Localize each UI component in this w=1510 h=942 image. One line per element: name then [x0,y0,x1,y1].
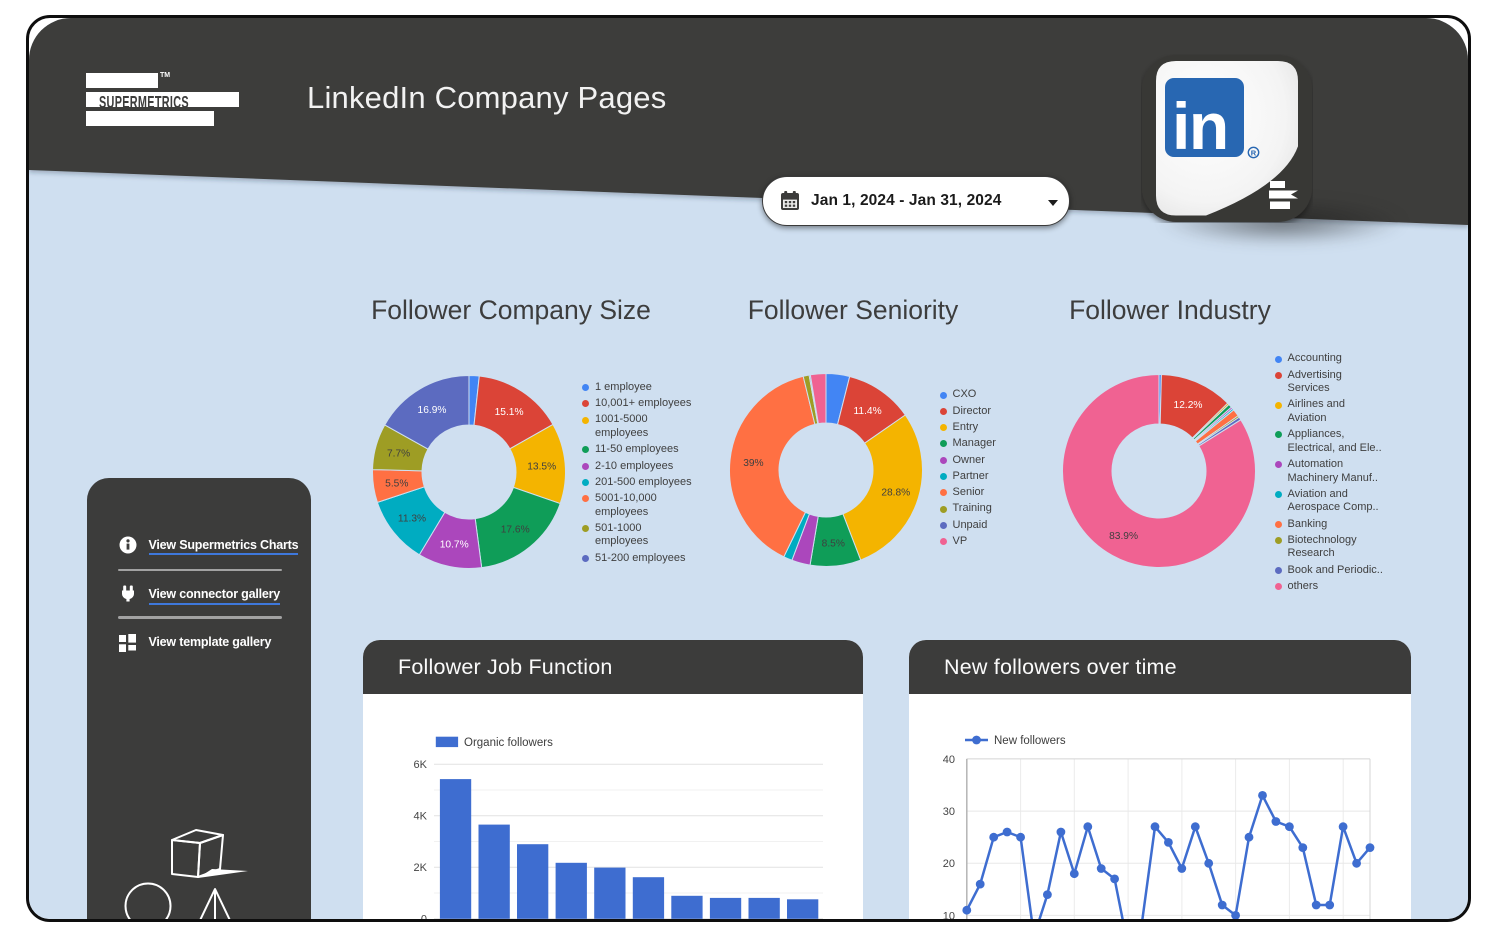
svg-text:40: 40 [943,754,955,766]
svg-text:16.9%: 16.9% [418,405,447,416]
svg-text:2K: 2K [414,862,428,874]
svg-text:17.6%: 17.6% [501,525,530,536]
svg-text:39%: 39% [743,458,763,469]
svg-text:15.1%: 15.1% [495,407,524,418]
svg-text:10.7%: 10.7% [440,540,469,551]
svg-text:13.5%: 13.5% [527,461,556,472]
svg-text:4K: 4K [414,811,428,823]
svg-text:0: 0 [421,914,427,919]
svg-text:83.9%: 83.9% [1109,531,1138,542]
svg-text:8.5%: 8.5% [822,539,845,550]
svg-text:7.7%: 7.7% [387,449,410,460]
svg-text:20: 20 [943,858,955,870]
svg-text:5.5%: 5.5% [385,479,408,490]
svg-text:New followers: New followers [994,735,1066,747]
svg-text:6K: 6K [414,759,428,771]
svg-text:11.3%: 11.3% [398,514,426,525]
svg-text:in: in [1172,89,1228,163]
svg-text:28.8%: 28.8% [881,488,910,499]
svg-text:30: 30 [943,806,955,818]
svg-text:10: 10 [943,910,955,919]
svg-text:Organic followers: Organic followers [464,737,553,749]
svg-text:12.2%: 12.2% [1173,400,1202,411]
svg-text:11.4%: 11.4% [854,406,882,417]
svg-text:R: R [1251,148,1257,157]
